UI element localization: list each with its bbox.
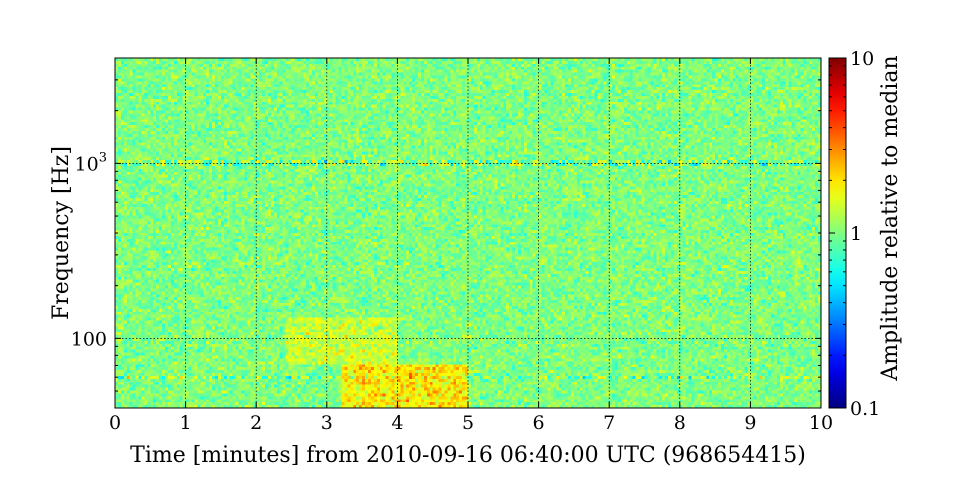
- x-axis: 0 1 2 3 4 5 6 7 8 9 10: [109, 58, 833, 434]
- y-tick-label: 103: [75, 150, 107, 175]
- x-tick-label: 3: [321, 412, 333, 434]
- x-tick-label: 8: [674, 412, 686, 434]
- colorbar-label: Amplitude relative to median: [878, 55, 903, 381]
- x-tick-label: 5: [462, 412, 474, 434]
- colorbar-tick-label: 0.1: [850, 398, 880, 420]
- y-axis: 100 103: [71, 79, 821, 392]
- y-tick-label: 100: [71, 328, 107, 350]
- colorbar: 0.1 1 10: [828, 48, 880, 420]
- grid-layer: [115, 58, 821, 408]
- colorbar-tick-label: 10: [850, 48, 874, 70]
- x-tick-label: 1: [180, 412, 192, 434]
- x-tick-label: 6: [533, 412, 545, 434]
- x-axis-label: Time [minutes] from 2010-09-16 06:40:00 …: [130, 443, 806, 468]
- x-tick-label: 4: [391, 412, 403, 434]
- colorbar-tick-label: 1: [850, 223, 862, 245]
- x-tick-label: 2: [250, 412, 262, 434]
- x-tick-label: 0: [109, 412, 121, 434]
- x-tick-label: 10: [809, 412, 833, 434]
- y-axis-label: Frequency [Hz]: [49, 146, 74, 320]
- x-tick-label: 7: [603, 412, 615, 434]
- x-tick-label: 9: [744, 412, 756, 434]
